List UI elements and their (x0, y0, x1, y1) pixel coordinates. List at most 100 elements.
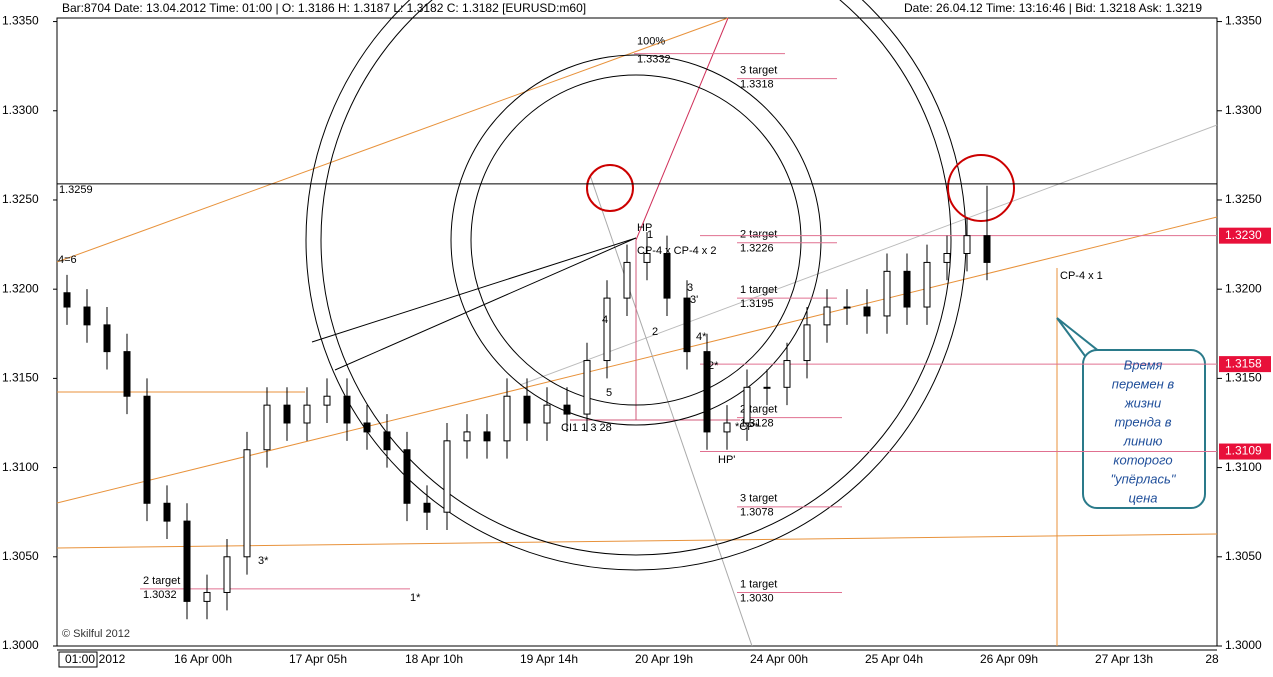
callout-text: Время (1124, 357, 1163, 372)
y-tick-label: 1.3300 (1225, 103, 1262, 117)
time-box (58, 651, 98, 668)
candle-body (883, 270, 891, 317)
annotation: 5 (606, 387, 612, 399)
circle (470, 74, 802, 406)
candle-body (763, 386, 771, 389)
annotation: 3' (690, 294, 698, 306)
callout-text: жизни (1124, 395, 1162, 410)
candle-body (203, 591, 211, 602)
callout-text: перемен в (1112, 376, 1175, 391)
y-tick-label: 1.3000 (1225, 638, 1262, 652)
candle-body (123, 351, 131, 397)
target-value: 1.3318 (740, 79, 774, 91)
candle-body (803, 324, 811, 362)
candle-body (223, 556, 231, 593)
target-name: 1 target (740, 284, 777, 296)
y-tick-label-left: 1.3150 (2, 371, 39, 385)
annotation: 4* (696, 331, 707, 343)
x-tick-label: 20 Apr 19h (635, 652, 693, 666)
candle-body (643, 253, 651, 263)
header-right: Date: 26.04.12 Time: 13:16:46 | Bid: 1.3… (904, 1, 1202, 15)
y-tick-label: 1.3100 (1225, 460, 1262, 474)
x-tick-label: 16 Apr 00h (174, 652, 232, 666)
candle-body (143, 395, 151, 504)
candle-body (63, 292, 71, 308)
candle-body (583, 360, 591, 415)
header-bar (0, 0, 1273, 17)
candle-body (383, 431, 391, 451)
candle-body (543, 404, 551, 424)
candle-body (743, 386, 751, 424)
candle-body (483, 431, 491, 442)
candle-body (843, 306, 851, 309)
candle-body (703, 351, 711, 433)
candle-body (463, 431, 471, 442)
candle-body (183, 520, 191, 602)
target-value: 1.3226 (740, 243, 774, 255)
price-marker (1219, 443, 1271, 460)
candle-body (823, 306, 831, 326)
target-value: 1.3032 (143, 589, 177, 601)
annotation: 3* (258, 555, 269, 567)
header-left: Bar:8704 Date: 13.04.2012 Time: 01:00 | … (62, 1, 586, 15)
x-tick-label: 26 Apr 09h (980, 652, 1038, 666)
target-name: 2 target (143, 575, 180, 587)
candle-body (503, 395, 511, 442)
trend-line (56, 17, 729, 263)
candle-body (523, 395, 531, 424)
gray-line (589, 174, 753, 647)
callout-box (1082, 349, 1206, 509)
y-tick-label: 1.3350 (1225, 14, 1262, 28)
target-value: 1.3332 (637, 54, 671, 66)
candle-body (923, 261, 931, 308)
candle-body (163, 502, 171, 522)
annotation: 4=6 (58, 254, 77, 266)
x-tick-label: 28 (1205, 652, 1219, 666)
annotation: CI1 1 3 28 (561, 422, 612, 434)
candle-body (983, 235, 991, 263)
annotation: *CP* (735, 421, 760, 433)
annotation: 2 (652, 326, 658, 338)
candle-body (683, 297, 691, 353)
y-tick-label: 1.3150 (1225, 371, 1262, 385)
y-tick-label-left: 1.3000 (2, 638, 39, 652)
price-marker (1219, 227, 1271, 244)
candle-body (403, 449, 411, 504)
x-tick-label: 18 Apr 10h (405, 652, 463, 666)
candle-body (783, 360, 791, 388)
candle-body (663, 253, 671, 299)
x-tick-label: 27 Apr 13h (1095, 652, 1153, 666)
candle-body (903, 270, 911, 308)
candle-body (723, 422, 731, 433)
y-tick-label-left: 1.3300 (2, 103, 39, 117)
x-tick-label: 01:00 (65, 652, 95, 666)
y-tick-label-left: 1.3200 (2, 281, 39, 295)
candle-body (623, 261, 631, 299)
candle-body (963, 235, 971, 254)
circle (450, 54, 822, 426)
target-value: 1.3078 (740, 507, 774, 519)
annotation: 4 (602, 314, 608, 326)
candle-body (563, 404, 571, 415)
price-marker-label: 1.3158 (1225, 356, 1262, 370)
callout-text: линию (1123, 433, 1163, 448)
candle-body (943, 253, 951, 263)
annotation: HP' (718, 454, 735, 466)
highlight-circle (586, 164, 634, 212)
y-tick-label: 1.3250 (1225, 192, 1262, 206)
x-tick-label: 2012 (99, 652, 126, 666)
candle-body (243, 449, 251, 558)
callout-text: цена (1128, 490, 1157, 505)
candle-body (103, 324, 111, 353)
annotation: 1* (410, 592, 421, 604)
candle-body (323, 395, 331, 406)
y-tick-label-left: 1.3350 (2, 14, 39, 28)
target-name: 3 target (740, 65, 777, 77)
annotation: HP (637, 222, 652, 234)
candle-body (443, 440, 451, 513)
callout-text: "упёрлась" (1111, 471, 1177, 486)
candle-body (83, 306, 91, 326)
fan-line (311, 237, 637, 343)
y-tick-label-left: 1.3250 (2, 192, 39, 206)
candle-body (303, 404, 311, 424)
